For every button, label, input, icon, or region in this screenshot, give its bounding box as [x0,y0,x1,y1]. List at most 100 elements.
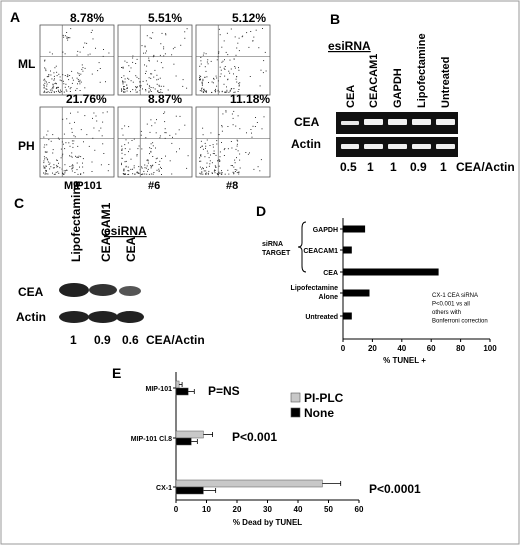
flow-dot [158,170,160,172]
flow-dot [171,142,173,144]
lane-label-b-2: CEACAM1 [368,54,380,108]
flow-dot [208,170,210,172]
flow-dot [200,173,202,175]
flow-dot [140,174,142,175]
flow-dot [237,91,239,92]
flow-dot [206,162,208,164]
flow-dot [53,72,55,74]
flow-dot [45,68,47,70]
flow-dot [102,121,104,123]
flow-dot [102,112,104,114]
flow-dot [238,173,240,175]
flow-dot [148,77,150,79]
flow-dot [122,83,124,85]
flow-dot [48,164,50,165]
flow-dot [254,126,256,127]
flow-dot [217,160,218,162]
flow-dot [218,174,219,175]
flow-dot [72,164,74,166]
flow-dot [228,173,230,175]
flow-dot [157,91,159,92]
flow-dot [77,72,79,74]
p-value-e: P<0.0001 [369,482,421,496]
flow-dot [48,82,50,83]
flow-dot [129,148,131,150]
panel-letter-b: B [330,11,340,27]
flow-dot [256,122,258,123]
flow-dot [207,59,209,61]
flow-dot [146,165,148,167]
flow-dot [234,162,236,164]
legend-swatch-e [290,392,301,403]
band-b-actin-5 [436,144,455,149]
flow-dot [63,83,65,85]
flow-dot [51,78,53,80]
flow-dot [60,89,61,91]
flow-dot [175,133,177,135]
flow-dot [81,68,83,70]
band-b-cea-3 [388,119,407,125]
flow-dot [140,134,142,136]
flow-dot [199,172,201,174]
flow-dot [265,70,267,72]
flow-dot [129,70,131,72]
flow-dot [130,158,132,160]
flow-plot-1-0 [39,106,115,178]
flow-dot [121,90,123,92]
flow-dot [156,74,158,76]
flow-dot [125,160,127,162]
flow-dot [172,48,174,50]
flow-dot [219,66,221,68]
flow-dot [202,134,204,136]
panel-letter-e: E [112,365,121,381]
flow-dot [43,165,45,167]
flow-dot [205,147,206,149]
flow-dot [155,147,156,149]
flow-dot [205,91,207,93]
flow-dot [169,134,171,136]
bar-e-1-2 [175,486,204,495]
flow-dot [91,171,93,172]
flow-dot [43,146,45,148]
flow-dot [159,137,161,139]
flow-dot [201,81,203,83]
flow-dot [174,46,176,48]
flow-dot [147,160,149,162]
flow-dot [251,136,253,138]
flow-dot [216,140,218,142]
flow-dot [205,53,207,55]
flow-dot [224,148,226,149]
flow-dot [53,91,55,93]
flow-dot [80,174,82,175]
flow-dot [238,82,240,84]
flow-dot [158,164,160,165]
flow-dot [135,63,137,64]
flow-dot [56,83,57,85]
flow-dot [135,86,137,88]
flow-dot [171,173,173,175]
flow-dot [147,159,149,161]
ratio-b-4: 0.9 [410,160,427,174]
flow-dot [55,65,57,67]
flow-dot [217,89,219,91]
flow-dot [216,173,218,174]
flow-dot [49,51,51,53]
flow-dot [53,173,55,175]
flow-dot [44,144,46,146]
flow-dot [149,131,151,133]
flow-dot [145,73,146,74]
flow-dot [145,70,147,72]
flow-dot [206,61,208,63]
panel-b-title: esiRNA [328,39,371,53]
panel-letter-d: D [256,203,266,219]
flow-dot [164,53,166,55]
flow-dot [150,91,152,92]
flow-dot [121,149,123,151]
flow-dot [215,167,217,168]
category-label-d: Lipofectamine [291,285,339,292]
flow-dot [56,164,58,166]
pct-ph-mip101: 21.76% [66,92,107,106]
flow-dot [45,88,47,90]
flow-dot [52,84,54,86]
flow-dot [260,159,262,161]
